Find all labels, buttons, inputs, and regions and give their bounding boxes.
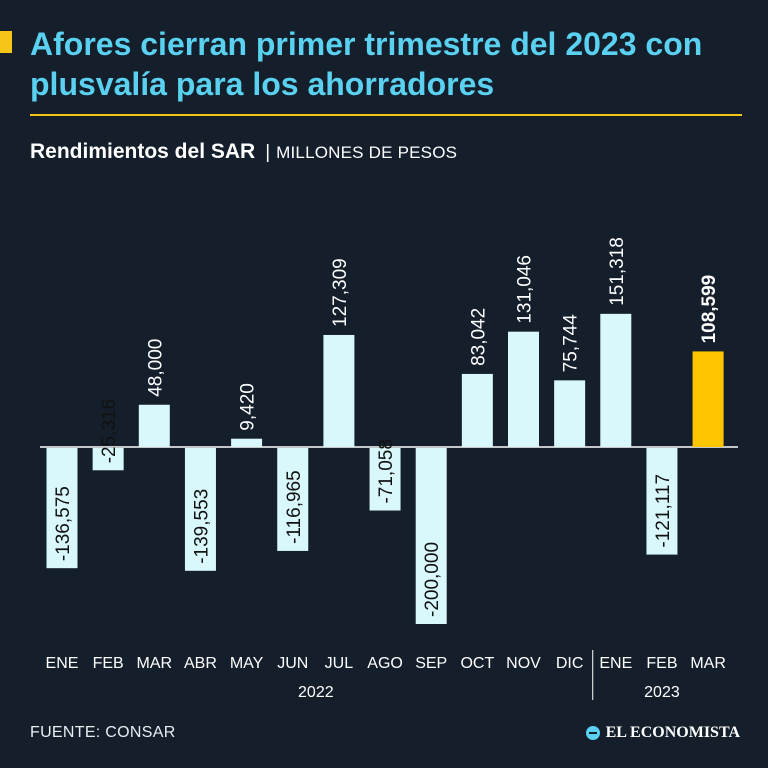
x-tick-label: ENE (599, 655, 632, 672)
value-label: -121,117 (653, 474, 674, 548)
value-label: -139,553 (191, 489, 212, 564)
bar-jun-5 (277, 448, 309, 551)
brand-name: EL ECONOMISTA (605, 724, 740, 741)
source-note: FUENTE: CONSAR (30, 724, 176, 741)
x-tick-label: FEB (93, 655, 124, 672)
bar-ago-7 (369, 448, 401, 511)
bar-sep-8 (415, 448, 447, 624)
bar-feb-13 (646, 448, 678, 555)
x-tick-label: NOV (506, 655, 541, 672)
brand-logo: EL ECONOMISTA (585, 724, 740, 742)
x-tick-label: ABR (184, 655, 217, 672)
value-label: 151,318 (607, 237, 628, 306)
value-label: -25,316 (99, 399, 120, 463)
x-tick-label: AGO (367, 655, 403, 672)
value-label: 127,309 (330, 258, 351, 327)
value-label: 131,046 (515, 255, 536, 324)
value-label: -200,000 (422, 542, 443, 617)
chart-subtitle: Rendimientos del SAR | MILLONES DE PESOS (30, 140, 457, 164)
subtitle-unit: MILLONES DE PESOS (276, 143, 458, 162)
value-label: -136,575 (53, 486, 74, 561)
bar-abr-3 (184, 448, 216, 571)
x-tick-labels: ENE FEB MAR ABR MAY JUN JUL AGO SEP OCT NOV DIC ENE F… (46, 655, 726, 672)
year-label-2023: 2023 (644, 684, 680, 701)
bars (46, 313, 724, 624)
subtitle-separator: | (265, 142, 271, 163)
value-label: -116,965 (284, 470, 305, 544)
x-tick-label: MAR (690, 655, 726, 672)
value-label: 75,744 (561, 314, 582, 373)
value-label: 108,599 (699, 275, 720, 344)
value-label: -71,058 (376, 439, 397, 503)
chart-title: Afores cierran primer trimestre del 2023… (30, 26, 703, 102)
bar-nov-10 (508, 331, 539, 447)
title-accent-bar (0, 31, 12, 53)
year-group-labels: 2022 2023 (298, 650, 680, 701)
value-label: 48,000 (145, 339, 166, 397)
subtitle-measure: Rendimientos del SAR (30, 140, 256, 163)
x-tick-label: DIC (556, 655, 584, 672)
x-tick-label: MAY (230, 655, 264, 672)
value-label: 9,420 (238, 383, 259, 431)
x-tick-label: ENE (46, 655, 79, 672)
bar-ene-0 (46, 448, 78, 569)
x-tick-label: MAR (137, 655, 173, 672)
year-label-2022: 2022 (298, 684, 334, 701)
x-tick-label: SEP (415, 655, 447, 672)
bar-mar-2 (138, 404, 170, 447)
brand-mark-icon (585, 726, 600, 740)
value-label: 83,042 (468, 308, 489, 366)
x-tick-label: OCT (460, 655, 494, 672)
bar-feb-1 (92, 448, 124, 471)
bar-may-4 (231, 438, 263, 447)
bar-ene-12 (600, 313, 632, 447)
value-labels: -136,575 -25,316 48,000 -139,553 9,420 -116,9… (53, 237, 720, 617)
x-tick-label: JUL (325, 655, 354, 672)
x-tick-label: FEB (646, 655, 677, 672)
x-tick-label: JUN (277, 655, 308, 672)
bar-dic-11 (554, 380, 586, 447)
bar-jul-6 (323, 334, 355, 447)
bar-mar-14 (692, 351, 724, 447)
title-divider (30, 114, 742, 116)
bar-oct-9 (461, 373, 493, 447)
